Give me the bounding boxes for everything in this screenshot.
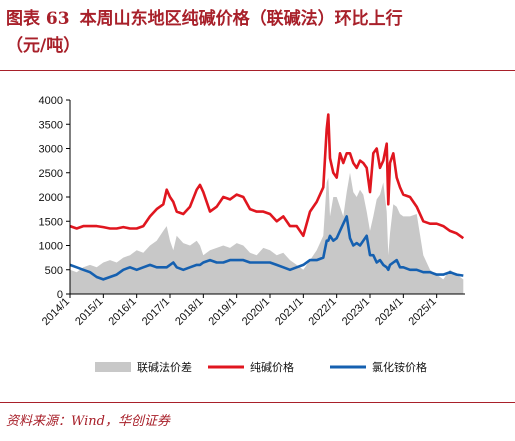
x-tick-label: 2024/1 bbox=[373, 296, 405, 328]
figure-label: 图表 63 bbox=[6, 9, 70, 29]
title-line-2: （元/吨） bbox=[6, 36, 81, 56]
source-note: 资料来源：Wind，华创证券 bbox=[6, 414, 170, 429]
y-tick-label: 500 bbox=[45, 265, 63, 277]
series-line-ammonium-chloride bbox=[69, 215, 464, 281]
legend-item-spread: 联碱法价差 bbox=[137, 360, 192, 374]
x-tick-label: 2015/1 bbox=[73, 296, 105, 328]
y-tick-label: 3500 bbox=[39, 119, 63, 131]
series-line-soda-ash bbox=[69, 113, 465, 240]
x-tick-label: 2016/1 bbox=[107, 296, 139, 328]
y-tick-label: 0 bbox=[57, 289, 63, 301]
figure-title-text: 本周山东地区纯碱价格（联碱法）环比上行 bbox=[79, 9, 403, 29]
title-line-1: 图表 63 本周山东地区纯碱价格（联碱法）环比上行 bbox=[6, 6, 511, 33]
y-tick-label: 2500 bbox=[39, 168, 63, 180]
y-tick-label: 4000 bbox=[39, 95, 63, 107]
x-tick-label: 2021/1 bbox=[273, 296, 305, 328]
y-tick-label: 1500 bbox=[39, 216, 63, 228]
x-tick-label: 2019/1 bbox=[207, 296, 239, 328]
footer-divider bbox=[0, 402, 515, 403]
figure-title: 图表 63 本周山东地区纯碱价格（联碱法）环比上行 （元/吨） bbox=[6, 6, 511, 60]
legend-item-ammonium-chloride: 氯化铵价格 bbox=[372, 360, 427, 374]
chart-container: 0 500 1000 1500 2000 2500 3000 3500 4000 2014/1 20… bbox=[0, 72, 515, 402]
legend-swatch-area bbox=[95, 362, 131, 372]
x-tick-label: 2018/1 bbox=[173, 296, 205, 328]
x-tick-label: 2023/1 bbox=[340, 296, 372, 328]
title-divider bbox=[0, 70, 515, 71]
x-tick-label: 2025/1 bbox=[407, 296, 439, 328]
x-tick-label: 2020/1 bbox=[240, 296, 272, 328]
series-area-spread bbox=[70, 172, 464, 294]
y-tick-label: 1000 bbox=[39, 241, 63, 253]
legend-item-soda-ash: 纯碱价格 bbox=[250, 360, 294, 374]
x-tick-label: 2022/1 bbox=[307, 296, 339, 328]
legend: 联碱法价差 纯碱价格 氯化铵价格 bbox=[95, 360, 427, 374]
y-tick-label: 3000 bbox=[39, 144, 63, 156]
plot-area bbox=[69, 113, 465, 294]
y-tick-label: 2000 bbox=[39, 192, 63, 204]
x-tick-label: 2017/1 bbox=[140, 296, 172, 328]
